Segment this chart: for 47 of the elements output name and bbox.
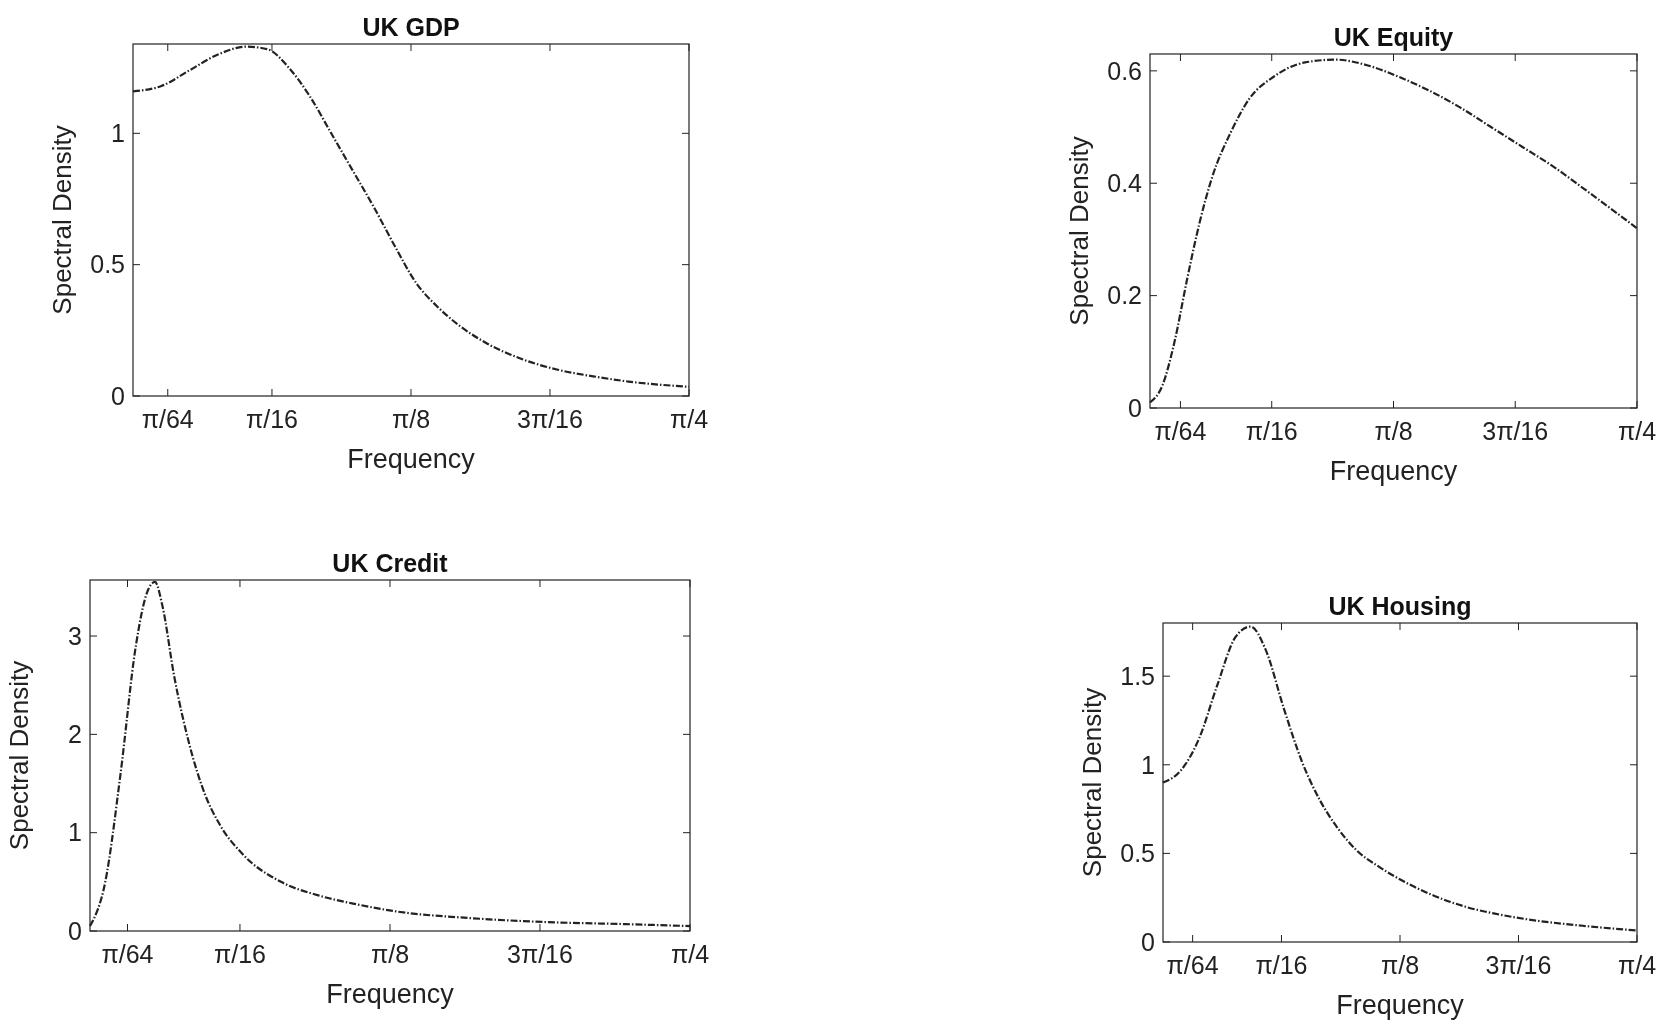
x-axis-title: Frequency (347, 444, 476, 474)
chart-title: UK Credit (332, 549, 449, 577)
x-tick-label: π/4 (1617, 417, 1657, 445)
y-tick-label: 0 (68, 916, 82, 945)
y-tick-label: 0 (111, 381, 125, 410)
x-tick-label: π/16 (213, 940, 266, 968)
y-tick-label: 0.5 (1120, 839, 1155, 868)
y-tick-label: 1 (68, 818, 82, 847)
y-tick-label: 2 (68, 720, 82, 749)
y-tick-label: 0.2 (1107, 281, 1142, 310)
y-tick-label: 0.5 (90, 250, 125, 279)
x-tick-label: π/16 (1245, 417, 1298, 445)
x-tick-label: π/4 (669, 405, 709, 433)
y-tick-label: 1.5 (1120, 661, 1155, 690)
y-tick-label: 3 (68, 621, 82, 650)
x-tick-label: π/8 (391, 405, 431, 433)
x-tick-label: π/4 (670, 940, 710, 968)
y-tick-label: 0 (1141, 927, 1155, 956)
y-tick-label: 0.6 (1107, 56, 1142, 85)
x-tick-label: π/16 (245, 405, 298, 433)
x-tick-label: π/4 (1617, 951, 1657, 979)
x-axis-title: Frequency (1329, 456, 1458, 486)
x-tick-label: 3π/16 (507, 940, 573, 968)
y-tick-label: 1 (111, 119, 125, 148)
x-tick-label: 3π/16 (517, 405, 583, 433)
y-tick-label: 1 (1141, 750, 1155, 779)
x-tick-label: 3π/16 (1482, 417, 1549, 445)
x-axis-title: Frequency (1336, 990, 1465, 1020)
x-tick-label: π/64 (141, 405, 194, 433)
x-tick-label: π/8 (1380, 951, 1420, 979)
x-tick-label: 3π/16 (1485, 951, 1552, 979)
x-tick-label: π/8 (1374, 417, 1413, 445)
x-axis-title: Frequency (326, 979, 455, 1009)
chart-title: UK GDP (362, 13, 460, 41)
x-tick-label: π/64 (1154, 417, 1207, 445)
y-axis-title: Spectral Density (4, 660, 34, 851)
x-tick-label: π/8 (370, 940, 410, 968)
x-tick-label: π/16 (1255, 951, 1308, 979)
chart-title: UK Equity (1333, 23, 1454, 51)
y-axis-title: Spectral Density (1077, 687, 1107, 878)
chart-title: UK Housing (1328, 592, 1472, 620)
y-axis-title: Spectral Density (47, 125, 77, 315)
y-tick-label: 0 (1128, 393, 1142, 422)
y-axis-title: Spectral Density (1064, 136, 1094, 326)
y-tick-label: 0.4 (1107, 168, 1143, 197)
x-tick-label: π/64 (101, 940, 154, 968)
x-tick-label: π/64 (1166, 951, 1219, 979)
